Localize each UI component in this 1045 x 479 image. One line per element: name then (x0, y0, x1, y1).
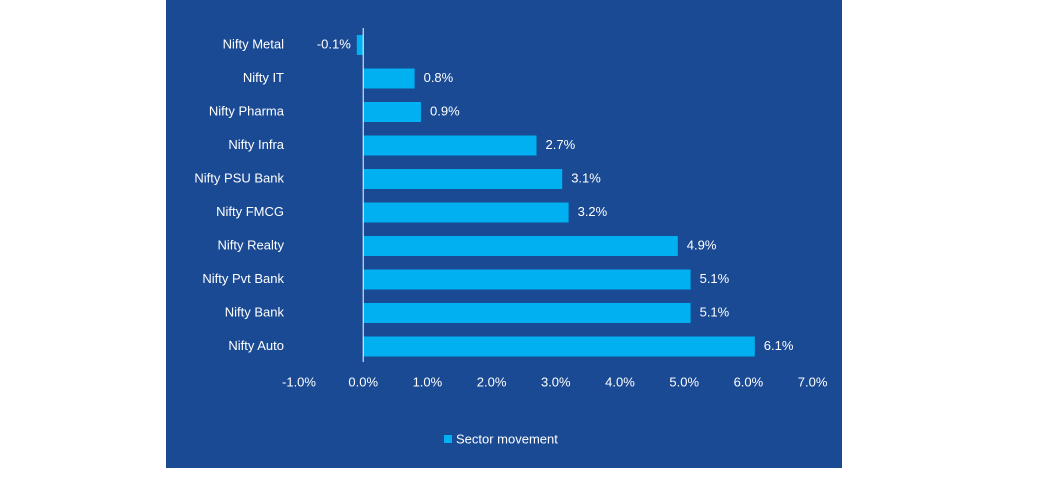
bar-7 (363, 269, 691, 290)
x-tick-label: 5.0% (669, 374, 699, 389)
data-label: 0.8% (424, 70, 454, 85)
category-labels: Nifty Metal Nifty IT Nifty Pharma Nifty Inf… (194, 36, 284, 353)
x-tick-label: 2.0% (477, 374, 507, 389)
x-tick-labels: -1.0% 0.0% 1.0% 2.0% 3.0% 4.0% 5.0% 6.0% 7.0% (282, 374, 828, 389)
bars-group (356, 35, 755, 357)
category-label: Nifty PSU Bank (194, 170, 284, 185)
data-label: 4.9% (687, 237, 717, 252)
category-label: Nifty Bank (225, 304, 285, 319)
data-label: 5.1% (700, 271, 730, 286)
x-tick-label: 4.0% (605, 374, 635, 389)
bar-3 (363, 135, 537, 156)
bar-6 (363, 236, 678, 256)
category-label: Nifty Metal (223, 36, 285, 51)
category-label: Nifty Auto (228, 338, 284, 353)
bar-2 (363, 102, 421, 122)
data-label: 5.1% (700, 304, 730, 319)
legend-label: Sector movement (456, 431, 558, 446)
category-label: Nifty IT (243, 70, 284, 85)
bar-5 (363, 202, 569, 223)
category-label: Nifty Pharma (209, 103, 285, 118)
chart-panel: Nifty Metal Nifty IT Nifty Pharma Nifty Inf… (166, 0, 842, 468)
category-label: Nifty Realty (218, 237, 285, 252)
x-tick-label: 7.0% (798, 374, 828, 389)
data-label: 2.7% (546, 137, 576, 152)
bar-9 (363, 336, 755, 357)
data-label: 0.9% (430, 103, 460, 118)
sector-movement-chart: Nifty Metal Nifty IT Nifty Pharma Nifty Inf… (166, 0, 842, 468)
category-label: Nifty Infra (228, 137, 284, 152)
chart-background (166, 0, 842, 468)
data-label: -0.1% (317, 36, 351, 51)
data-label: 6.1% (764, 338, 794, 353)
x-tick-label: -1.0% (282, 374, 316, 389)
bar-0 (356, 35, 364, 55)
legend: Sector movement (444, 431, 558, 446)
bar-1 (363, 68, 415, 89)
x-tick-label: 0.0% (348, 374, 378, 389)
bar-8 (363, 303, 691, 323)
x-tick-label: 3.0% (541, 374, 571, 389)
x-tick-label: 1.0% (413, 374, 443, 389)
bar-4 (363, 169, 563, 189)
data-label: 3.2% (578, 204, 608, 219)
x-tick-label: 6.0% (734, 374, 764, 389)
legend-swatch (444, 435, 452, 443)
category-label: Nifty Pvt Bank (202, 271, 284, 286)
category-label: Nifty FMCG (216, 204, 284, 219)
data-label: 3.1% (571, 170, 601, 185)
data-labels: -0.1% 0.8% 0.9% 2.7% 3.1% 3.2% 4.9% 5.1% 5.1% 6.1… (317, 36, 794, 353)
